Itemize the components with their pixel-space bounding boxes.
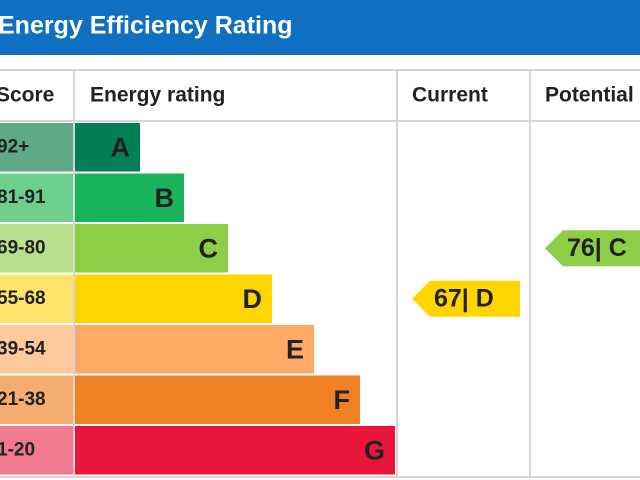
rating-letter: F <box>334 385 351 415</box>
rating-letter: E <box>286 334 304 364</box>
column-header: Score <box>0 84 54 107</box>
rating-bar <box>75 325 314 374</box>
score-label: 55-68 <box>0 288 46 309</box>
chart-title: Energy Efficiency Rating <box>0 12 293 40</box>
score-cell <box>0 325 73 374</box>
rating-bar <box>75 123 140 172</box>
rating-bar <box>75 173 184 222</box>
potential-arrow <box>545 230 640 267</box>
score-cell <box>0 274 73 323</box>
rating-bar <box>75 224 228 273</box>
score-cell <box>0 375 73 424</box>
column-header: Energy rating <box>90 84 225 107</box>
table-lines <box>0 69 640 478</box>
score-label: 81-91 <box>0 187 46 208</box>
rating-bar <box>75 274 272 323</box>
rating-letter: A <box>111 132 131 162</box>
rating-letter: B <box>155 183 175 213</box>
current-arrow <box>412 280 520 317</box>
score-label: 92+ <box>0 136 29 157</box>
score-label: 21-38 <box>0 389 46 410</box>
score-cell <box>0 426 73 475</box>
score-label: 39-54 <box>0 338 46 359</box>
score-label: 69-80 <box>0 237 46 258</box>
rating-letter: G <box>364 435 385 465</box>
score-cell <box>0 224 73 273</box>
score-cell <box>0 123 73 172</box>
potential-label: 76| C <box>567 234 627 262</box>
score-label: 1-20 <box>0 439 35 460</box>
column-header: Potential <box>545 84 634 107</box>
rating-bar <box>75 426 395 475</box>
column-header: Current <box>412 84 488 107</box>
rating-letter: C <box>199 233 219 263</box>
current-label: 67| D <box>434 284 494 312</box>
score-cell <box>0 173 73 222</box>
title-bar <box>0 0 640 55</box>
rating-bar <box>75 375 360 424</box>
rating-letter: D <box>243 284 263 314</box>
